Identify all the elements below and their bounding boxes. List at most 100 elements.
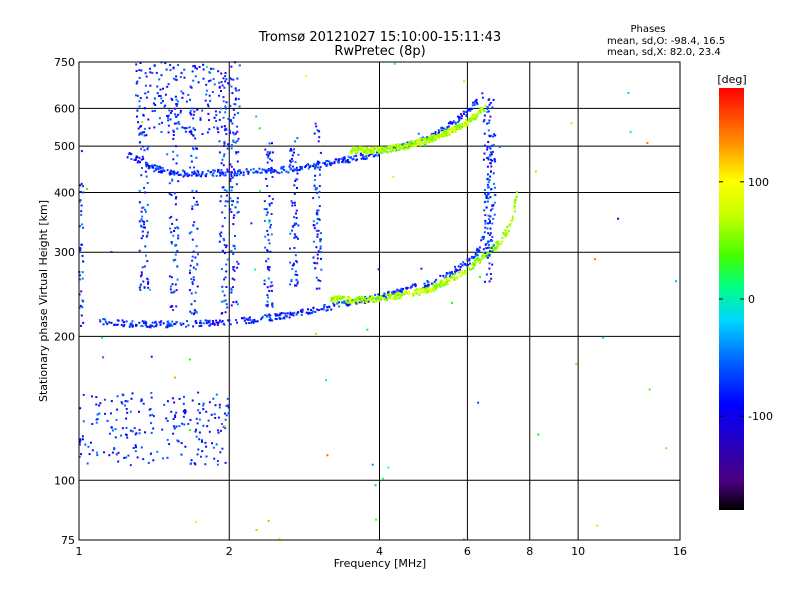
- echo-point: [225, 286, 228, 288]
- echo-point: [266, 229, 269, 232]
- echo-point: [134, 446, 137, 448]
- echo-point: [475, 260, 478, 263]
- echo-point: [237, 210, 240, 213]
- echo-point: [509, 222, 512, 225]
- echo-point: [198, 438, 201, 441]
- echo-point: [217, 169, 220, 172]
- echo-point: [175, 162, 178, 165]
- echo-point: [347, 296, 350, 299]
- echo-point: [129, 410, 132, 413]
- echo-point: [197, 81, 200, 84]
- echo-point: [392, 176, 395, 179]
- echo-point: [230, 200, 233, 202]
- echo-point: [196, 285, 199, 288]
- echo-point: [224, 75, 227, 77]
- echo-point: [219, 200, 222, 203]
- echo-point: [172, 425, 175, 428]
- echo-point: [448, 280, 451, 282]
- echo-point: [198, 431, 201, 434]
- echo-point: [488, 221, 491, 224]
- echo-point: [173, 230, 176, 232]
- echo-point: [274, 169, 277, 172]
- echo-point: [146, 203, 149, 206]
- echo-point: [175, 289, 178, 292]
- echo-point: [233, 245, 236, 248]
- echo-point: [146, 277, 149, 280]
- echo-point: [159, 170, 162, 173]
- echo-point: [489, 147, 492, 150]
- echo-point: [222, 237, 225, 240]
- echo-point: [227, 412, 230, 415]
- echo-point: [143, 321, 146, 324]
- echo-point: [295, 212, 297, 215]
- echo-point: [445, 272, 448, 275]
- echo-point: [357, 297, 360, 300]
- echo-point: [235, 89, 238, 92]
- echo-point: [247, 171, 250, 173]
- echo-point: [390, 145, 393, 148]
- echo-point: [260, 318, 262, 321]
- echo-point: [442, 274, 445, 277]
- echo-point: [473, 259, 476, 262]
- echo-point: [301, 166, 304, 168]
- echo-point: [140, 446, 143, 449]
- phases-x-stats: mean, sd,X: 82.0, 23.4: [607, 47, 721, 58]
- echo-point: [388, 147, 391, 150]
- echo-point: [153, 170, 156, 173]
- echo-point: [195, 190, 198, 193]
- echo-point: [316, 308, 319, 311]
- echo-point: [147, 278, 150, 281]
- echo-point: [333, 162, 336, 165]
- echo-point: [435, 284, 438, 287]
- echo-point: [170, 242, 173, 245]
- echo-point: [192, 224, 195, 227]
- echo-point: [350, 152, 352, 155]
- echo-point: [223, 86, 226, 89]
- echo-point: [205, 455, 208, 458]
- echo-point: [380, 146, 383, 149]
- echo-point: [481, 96, 484, 99]
- echo-point: [419, 144, 422, 147]
- echo-point: [329, 161, 332, 164]
- echo-point: [377, 295, 380, 298]
- echo-point: [440, 284, 443, 286]
- echo-point: [420, 267, 423, 270]
- echo-point: [504, 235, 507, 238]
- echo-point: [436, 136, 439, 139]
- echo-point: [398, 296, 401, 299]
- echo-point: [205, 89, 208, 92]
- echo-point: [142, 280, 145, 283]
- echo-point: [217, 416, 220, 419]
- echo-point: [201, 450, 204, 453]
- echo-point: [488, 103, 491, 106]
- echo-point: [231, 92, 234, 95]
- echo-point: [142, 145, 145, 148]
- echo-point: [191, 399, 194, 402]
- echo-point: [135, 324, 138, 327]
- echo-point: [228, 130, 231, 133]
- echo-point: [456, 269, 459, 272]
- echo-point: [127, 454, 130, 457]
- echo-point: [209, 323, 212, 326]
- echo-point: [221, 285, 224, 288]
- echo-point: [296, 169, 299, 172]
- echo-point: [193, 64, 196, 67]
- echo-point: [444, 128, 447, 131]
- echo-point: [452, 129, 455, 132]
- echo-point: [267, 239, 270, 242]
- echo-point: [485, 252, 488, 255]
- echo-point: [594, 258, 596, 261]
- echo-point: [483, 251, 486, 254]
- echo-point: [197, 170, 200, 173]
- echo-point: [210, 413, 213, 416]
- echo-point: [207, 105, 210, 108]
- echo-point: [171, 283, 174, 286]
- echo-point: [342, 159, 344, 161]
- echo-point: [313, 132, 316, 135]
- echo-point: [367, 154, 370, 157]
- echo-point: [444, 283, 447, 286]
- echo-point: [192, 173, 195, 175]
- echo-point: [305, 163, 308, 166]
- echo-point: [194, 66, 197, 69]
- echo-point: [335, 295, 338, 298]
